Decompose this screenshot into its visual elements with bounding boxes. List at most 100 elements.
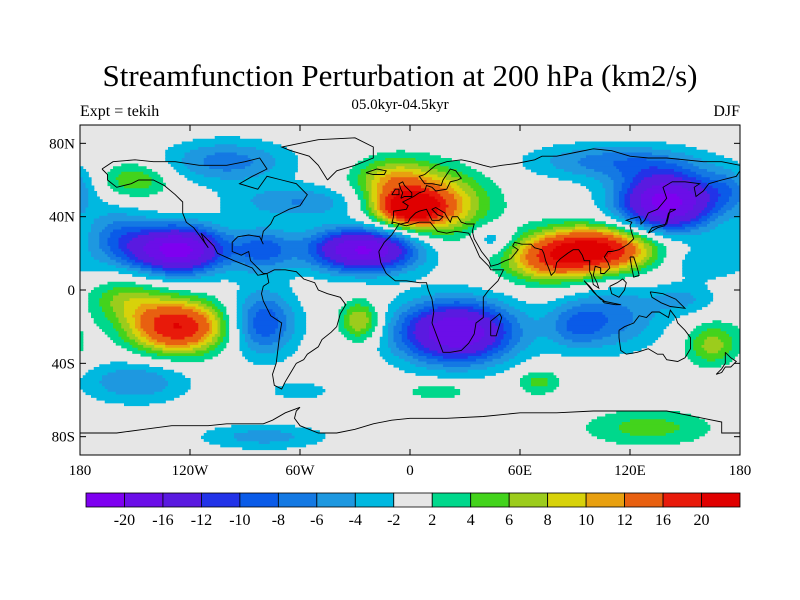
contour-cell: [225, 270, 249, 275]
contour-cell: [247, 345, 285, 349]
contour-cell: [470, 185, 483, 189]
contour-cell: [247, 358, 285, 363]
contour-cell: [621, 188, 628, 192]
contour-cell: [616, 342, 653, 346]
contour-cell: [91, 394, 180, 398]
contour-cell: [734, 180, 740, 184]
contour-cell: [418, 309, 430, 313]
contour-cell: [212, 226, 230, 231]
contour-cell: [707, 358, 716, 363]
contour-cell: [599, 328, 626, 332]
contour-cell: [377, 210, 381, 214]
contour-cell: [470, 364, 496, 368]
contour-cell: [434, 221, 447, 225]
contour-cell: [410, 287, 483, 291]
contour-cell: [256, 328, 276, 332]
contour-cell: [624, 202, 631, 206]
contour-cell: [107, 389, 164, 393]
contour-cell: [525, 347, 642, 352]
contour-cell: [154, 328, 199, 332]
contour-cell: [88, 246, 100, 250]
contour-cell: [561, 334, 612, 338]
contour-cell: [544, 237, 565, 242]
contour-cell: [242, 328, 249, 332]
contour-cell: [685, 226, 700, 231]
contour-cell: [685, 254, 740, 258]
contour-cell: [278, 317, 287, 321]
contour-cell: [481, 185, 499, 189]
contour-cell: [154, 345, 166, 349]
contour-cell: [553, 257, 604, 261]
contour-cell: [484, 237, 496, 242]
contour-cell: [478, 182, 496, 187]
contour-cell: [250, 306, 282, 310]
contour-cell: [80, 237, 89, 242]
contour-cell: [613, 213, 623, 217]
contour-cell: [454, 188, 463, 192]
contour-cell: [220, 207, 260, 211]
contour-cell: [701, 221, 711, 225]
contour-cell: [627, 325, 648, 330]
contour-cell: [577, 312, 604, 316]
contour-cell: [80, 221, 95, 225]
contour-cell: [690, 358, 708, 363]
contour-cell: [88, 199, 103, 203]
contour-cell: [652, 246, 659, 250]
contour-cell: [324, 243, 340, 247]
contour-cell: [456, 207, 463, 211]
contour-cell: [536, 226, 554, 231]
contour-cell: [269, 257, 293, 261]
contour-cell: [80, 235, 89, 239]
contour-cell: [371, 323, 378, 327]
contour-cell: [619, 204, 626, 209]
contour-cell: [115, 342, 131, 346]
contour-cell: [256, 331, 276, 335]
contour-cell: [421, 295, 488, 299]
contour-cell: [214, 334, 221, 338]
contour-cell: [514, 259, 521, 264]
contour-cell: [349, 180, 359, 184]
contour-cell: [624, 177, 634, 181]
contour-cell: [206, 336, 213, 341]
contour-cell: [99, 380, 169, 385]
contour-cell: [242, 353, 293, 357]
contour-cell: [236, 290, 257, 294]
contour-cell: [632, 336, 659, 341]
contour-cell: [294, 320, 307, 324]
contour-cell: [580, 303, 623, 308]
contour-cell: [344, 320, 351, 324]
contour-cell: [498, 345, 507, 349]
contour-cell: [126, 334, 136, 338]
contour-cell: [294, 328, 307, 332]
contour-cell: [151, 336, 172, 341]
contour-cell: [679, 204, 694, 209]
contour-cell: [591, 433, 631, 437]
contour-cell: [242, 446, 287, 451]
contour-cell: [187, 254, 202, 258]
contour-cell: [313, 257, 323, 261]
contour-cell: [522, 386, 557, 390]
contour-cell: [256, 314, 276, 319]
contour-cell: [107, 213, 128, 217]
coastline-12: [602, 300, 621, 306]
contour-cell: [693, 295, 714, 299]
contour-cell: [478, 207, 491, 211]
contour-cell: [88, 248, 103, 253]
contour-cell: [379, 196, 386, 200]
contour-cell: [165, 345, 191, 349]
contour-cell: [110, 361, 128, 365]
contour-cell: [371, 232, 381, 236]
contour-cell: [377, 218, 384, 222]
contour-cell: [462, 224, 474, 228]
contour-cell: [110, 336, 122, 341]
contour-cell: [646, 325, 667, 330]
contour-cell: [542, 246, 557, 250]
contour-cell: [184, 174, 205, 178]
contour-cell: [107, 262, 122, 266]
contour-cell: [533, 149, 573, 154]
contour-cell: [553, 240, 576, 244]
contour-cell: [236, 312, 243, 316]
contour-cell: [311, 262, 323, 266]
contour-cell: [440, 185, 452, 189]
contour-cell: [511, 331, 524, 335]
